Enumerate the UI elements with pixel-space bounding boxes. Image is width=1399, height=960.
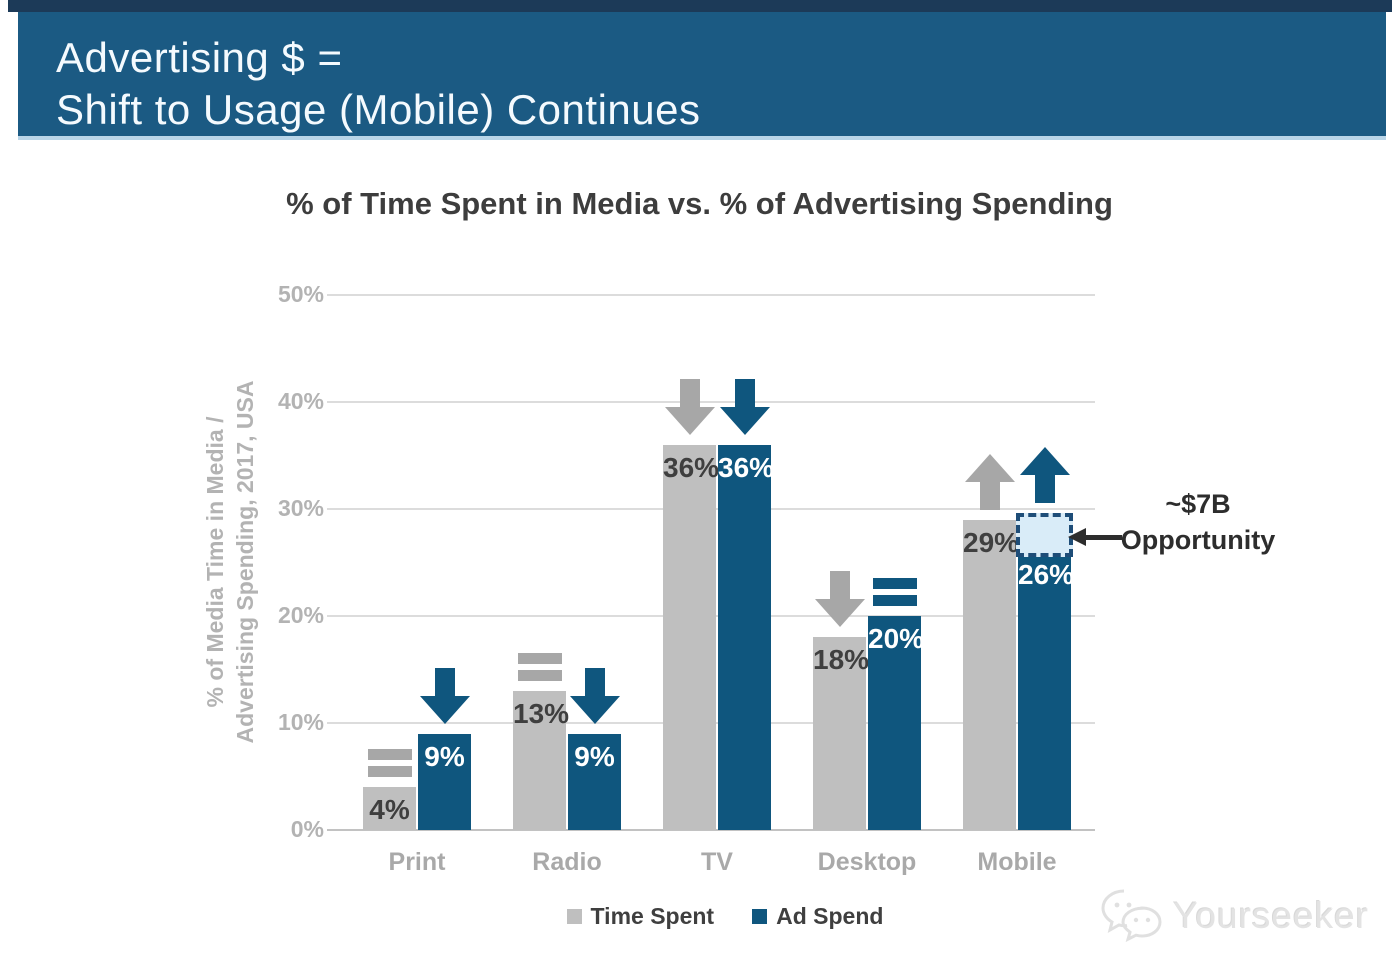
bar-ad-spend-print: 9% [418,733,471,830]
chat-bubbles-icon [1101,889,1162,943]
y-tick-label-10: 10% [277,709,324,735]
y-tick-label-20: 20% [277,602,324,628]
y-axis-label: % of Media Time in Media / Advertising S… [200,381,260,744]
legend-label: Time Spent [590,903,715,929]
trend-down-icon [664,378,715,435]
trend-down-icon [719,378,770,435]
trend-down-icon [419,667,470,724]
opportunity-annotation-line2: Opportunity [1120,525,1276,555]
opportunity-gap-box [1016,512,1073,557]
gridline-0 [327,829,1095,831]
y-axis-label-line1: % of Media Time in Media / [202,416,228,708]
bar-value-label: 13% [513,697,570,729]
x-axis-label-print: Print [388,848,446,876]
chart-legend: Time Spent Ad Spend [345,903,1105,930]
y-tick-label-40: 40% [277,388,324,414]
annotation-arrow-head-icon [1068,528,1086,546]
y-tick-label-50: 50% [277,281,324,307]
y-tick-label-30: 30% [277,495,324,521]
x-axis-label-tv: TV [701,848,733,876]
bar-ad-spend-desktop: 20% [868,616,925,830]
trend-down-icon [569,667,620,724]
bar-value-label: 26% [1018,558,1075,590]
bar-ad-spend-mobile: 26% [1018,551,1075,830]
bar-value-label: 9% [574,740,615,772]
bar-value-label: 36% [663,451,720,483]
trend-down-icon [814,571,865,628]
legend-label: Ad Spend [776,903,884,929]
bar-value-label: 18% [813,644,870,676]
x-axis-label-mobile: Mobile [977,848,1057,876]
chart-title: % of Time Spent in Media vs. % of Advert… [286,186,1113,221]
opportunity-annotation-line1: ~$7B [1165,489,1231,519]
y-tick-label-0: 0% [290,816,324,842]
bar-value-label: 20% [868,623,925,654]
bar-value-label: 9% [424,740,465,772]
header-title-line1: Advertising $ = [56,34,343,81]
header-banner: Advertising $ = Shift to Usage (Mobile) … [18,12,1386,140]
bar-time-spent-desktop: 18% [813,637,870,830]
header-title-line2: Shift to Usage (Mobile) Continues [56,86,701,133]
trend-equal-icon [872,578,917,606]
watermark-text: Yourseeker [1173,895,1369,936]
legend-item-ad-spend: Ad Spend [752,903,883,930]
x-axis-label-desktop: Desktop [817,848,917,876]
trend-up-icon [964,453,1015,510]
bar-value-label: 36% [718,451,775,483]
plot-area: 4% 13% 36% 18% 29% 9% 9% 36% 20% 26% Print Radio TV D… [327,294,1095,876]
gridline-50 [327,294,1095,296]
watermark: Yourseeker [1099,888,1369,944]
legend-swatch-icon [566,909,582,924]
y-axis-label-line2: Advertising Spending, 2017, USA [232,380,258,744]
bar-time-spent-mobile: 29% [963,519,1020,830]
legend-item-time-spent: Time Spent [566,903,715,930]
trend-equal-icon [517,652,562,681]
bar-ad-spend-tv: 36% [718,444,775,830]
top-edge-strip [8,0,1392,12]
trend-equal-icon [367,749,412,778]
bar-time-spent-print: 4% [363,787,416,830]
opportunity-annotation: ~$7B Opportunity [1103,486,1293,558]
gridline-40 [327,401,1095,403]
x-axis-label-radio: Radio [532,848,602,876]
annotation-arrow-line [1086,535,1122,540]
bar-value-label: 29% [963,526,1020,558]
trend-up-icon [1019,446,1070,503]
bar-time-spent-tv: 36% [663,444,720,830]
bar-ad-spend-radio: 9% [568,733,621,830]
bar-time-spent-radio: 13% [513,690,570,830]
bar-value-label: 4% [369,794,410,826]
legend-swatch-icon [752,909,768,924]
